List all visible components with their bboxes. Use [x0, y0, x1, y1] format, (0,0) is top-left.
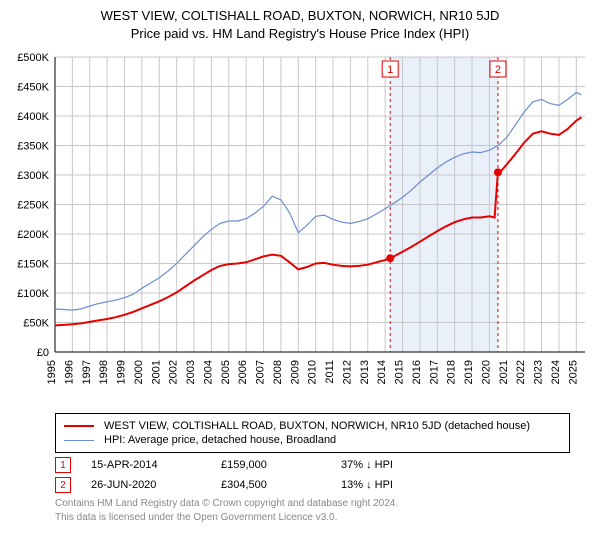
svg-text:2008: 2008 [272, 360, 284, 384]
svg-text:2015: 2015 [394, 360, 406, 384]
svg-text:2024: 2024 [550, 360, 562, 384]
title-block: WEST VIEW, COLTISHALL ROAD, BUXTON, NORW… [0, 0, 600, 47]
footer-attribution: Contains HM Land Registry data © Crown c… [55, 497, 570, 525]
svg-text:2: 2 [495, 64, 501, 76]
svg-text:2018: 2018 [446, 360, 458, 384]
legend-swatch [64, 440, 94, 441]
svg-text:2003: 2003 [185, 360, 197, 384]
svg-text:2002: 2002 [168, 360, 180, 384]
svg-text:2020: 2020 [480, 360, 492, 384]
svg-text:£450K: £450K [17, 82, 49, 94]
svg-text:2017: 2017 [428, 360, 440, 384]
svg-text:2006: 2006 [237, 360, 249, 384]
svg-text:1999: 1999 [116, 360, 128, 384]
svg-text:2010: 2010 [307, 360, 319, 384]
legend-row: WEST VIEW, COLTISHALL ROAD, BUXTON, NORW… [64, 420, 561, 432]
svg-text:£200K: £200K [17, 229, 49, 241]
svg-text:2016: 2016 [411, 360, 423, 384]
svg-text:£0: £0 [37, 347, 49, 359]
svg-text:£350K: £350K [17, 141, 49, 153]
svg-text:2012: 2012 [341, 360, 353, 384]
sales-table: 1 15-APR-2014£159,00037% ↓ HPI 2 26-JUN-202… [55, 457, 570, 493]
sale-row: 2 26-JUN-2020£304,50013% ↓ HPI [55, 477, 570, 493]
svg-text:2013: 2013 [359, 360, 371, 384]
svg-text:£300K: £300K [17, 170, 49, 182]
footer-line-2: This data is licensed under the Open Gov… [55, 511, 570, 525]
legend-row: HPI: Average price, detached house, Broa… [64, 434, 561, 446]
sale-price: £304,500 [221, 479, 341, 491]
chart-svg: £0 £50K £100K £150K £200K £250K £300K £350K £400… [0, 47, 600, 407]
svg-text:2019: 2019 [463, 360, 475, 384]
svg-text:1995: 1995 [46, 360, 58, 384]
svg-text:2009: 2009 [289, 360, 301, 384]
svg-text:£150K: £150K [17, 259, 49, 271]
legend-label: HPI: Average price, detached house, Broa… [104, 434, 336, 446]
sale-marker-badge: 2 [55, 477, 71, 493]
legend-label: WEST VIEW, COLTISHALL ROAD, BUXTON, NORW… [104, 420, 530, 432]
svg-text:2022: 2022 [515, 360, 527, 384]
svg-text:2011: 2011 [324, 360, 336, 384]
chart-container: { "title_line1": "WEST VIEW, COLTISHALL … [0, 0, 600, 525]
sale-hpi-delta: 13% ↓ HPI [341, 479, 461, 491]
legend: WEST VIEW, COLTISHALL ROAD, BUXTON, NORW… [55, 413, 570, 453]
svg-text:2014: 2014 [376, 360, 388, 384]
chart-plot: £0 £50K £100K £150K £200K £250K £300K £350K £400… [0, 47, 600, 407]
svg-text:2004: 2004 [202, 360, 214, 384]
svg-text:1998: 1998 [98, 360, 110, 384]
sale-price: £159,000 [221, 459, 341, 471]
svg-text:2021: 2021 [498, 360, 510, 384]
svg-text:2007: 2007 [255, 360, 267, 384]
svg-text:2000: 2000 [133, 360, 145, 384]
sale-row: 1 15-APR-2014£159,00037% ↓ HPI [55, 457, 570, 473]
sale-date: 26-JUN-2020 [91, 479, 221, 491]
svg-text:2025: 2025 [567, 360, 579, 384]
legend-swatch [64, 425, 94, 427]
footer-line-1: Contains HM Land Registry data © Crown c… [55, 497, 570, 511]
svg-text:£100K: £100K [17, 288, 49, 300]
svg-text:1997: 1997 [81, 360, 93, 384]
svg-text:£400K: £400K [17, 111, 49, 123]
svg-text:£250K: £250K [17, 200, 49, 212]
sale-date: 15-APR-2014 [91, 459, 221, 471]
svg-text:£50K: £50K [23, 318, 49, 330]
svg-text:1996: 1996 [63, 360, 75, 384]
svg-text:£500K: £500K [17, 52, 49, 64]
sale-hpi-delta: 37% ↓ HPI [341, 459, 461, 471]
svg-text:2001: 2001 [150, 360, 162, 384]
sale-marker-badge: 1 [55, 457, 71, 473]
chart-title-sub: Price paid vs. HM Land Registry's House … [0, 26, 600, 41]
svg-text:2005: 2005 [220, 360, 232, 384]
svg-text:1: 1 [387, 64, 393, 76]
chart-title-address: WEST VIEW, COLTISHALL ROAD, BUXTON, NORW… [0, 8, 600, 23]
svg-text:2023: 2023 [533, 360, 545, 384]
